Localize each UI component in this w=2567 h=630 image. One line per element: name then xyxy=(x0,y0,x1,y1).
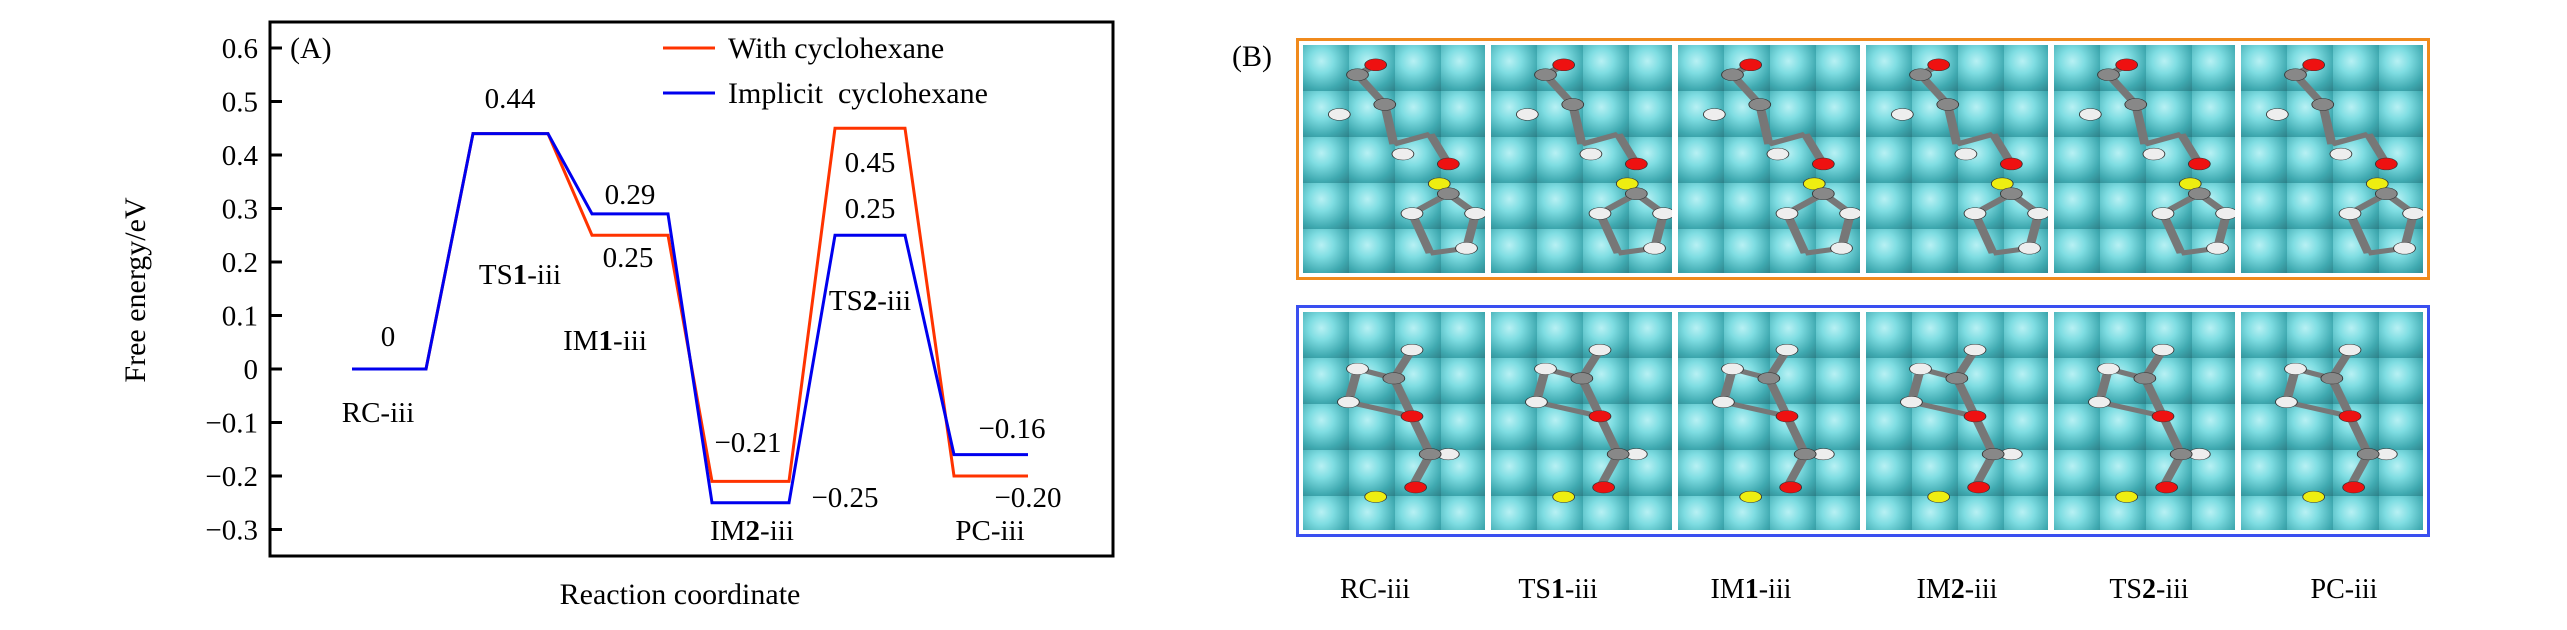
state-label-im2: IM2-iii xyxy=(710,515,794,547)
y-tick-label: 0.4 xyxy=(222,140,259,172)
structure-image-im2 xyxy=(1866,312,2048,530)
y-tick-label: −0.3 xyxy=(205,515,258,547)
energy-profile-chart: 0.6 0.5 0.4 0.3 0.2 0.1 0 −0.1 −0.2 −0.3 (A) Free… xyxy=(119,20,1115,611)
data-label: −0.25 xyxy=(811,482,878,514)
state-label-ts2: TS2-iii xyxy=(829,285,911,317)
structure-image-rc xyxy=(1303,45,1485,273)
structure-image-pc xyxy=(2241,312,2424,530)
y-tick-label: 0.3 xyxy=(222,194,258,226)
y-tick-label: 0.2 xyxy=(222,247,258,279)
structures-row-implicit-cyclohexane xyxy=(1296,305,2430,537)
structure-image-ts1 xyxy=(1490,45,1673,273)
structure-label-ts2: TS2-iii xyxy=(2109,574,2189,605)
panel-label-a: (A) xyxy=(290,32,332,65)
state-label-rc: RC-iii xyxy=(342,397,415,429)
legend-label-implicit: Implicit cyclohexane xyxy=(728,77,988,110)
series-with-cyclohexane xyxy=(352,126,1028,483)
data-label: −0.21 xyxy=(714,427,781,459)
state-labels: RC-iii TS1-iii IM1-iii IM2-iii TS2-iii P… xyxy=(342,259,1025,547)
data-label: 0.45 xyxy=(845,147,896,179)
structure-label-im1: IM1-iii xyxy=(1710,574,1792,605)
state-label-pc: PC-iii xyxy=(955,515,1024,547)
plot-frame xyxy=(268,20,1115,558)
structure-image-im1 xyxy=(1678,312,1861,530)
data-label: 0.25 xyxy=(603,242,654,274)
structure-image-pc xyxy=(2241,45,2424,273)
state-label-im1: IM1-iii xyxy=(563,325,647,357)
series-implicit-cyclohexane xyxy=(352,132,1028,505)
data-label: 0.44 xyxy=(485,83,536,115)
structure-image-ts1 xyxy=(1490,312,1673,530)
data-labels: 0 0.44 0.29 0.25 −0.21 −0.25 0.45 0.25 −… xyxy=(381,83,1062,514)
y-axis-title: Free energy/eV xyxy=(119,197,152,383)
data-label: 0.29 xyxy=(605,179,656,211)
structure-image-im1 xyxy=(1678,45,1861,273)
structure-image-ts2 xyxy=(2053,45,2236,273)
structures-row-with-cyclohexane xyxy=(1296,38,2430,280)
y-tick-label: 0.5 xyxy=(222,87,258,119)
y-tick-label: 0.6 xyxy=(222,33,258,65)
legend: With cyclohexane Implicit cyclohexane xyxy=(663,32,988,110)
y-tick-label: −0.2 xyxy=(205,461,258,493)
state-label-ts1: TS1-iii xyxy=(479,259,561,291)
data-label: −0.16 xyxy=(978,413,1045,445)
data-label: 0.25 xyxy=(845,193,896,225)
x-axis-title: Reaction coordinate xyxy=(560,578,801,611)
structure-label-rc: RC-iii xyxy=(1339,574,1411,605)
data-label: −0.20 xyxy=(994,482,1061,514)
structure-image-im2 xyxy=(1866,45,2048,273)
legend-label-with: With cyclohexane xyxy=(728,32,944,65)
panel-label-b: (B) xyxy=(1232,40,1272,73)
structure-label-im2: IM2-iii xyxy=(1916,574,1998,605)
y-tick-label: −0.1 xyxy=(205,408,258,440)
structure-image-ts2 xyxy=(2053,312,2236,530)
structure-label-pc: PC-iii xyxy=(2310,574,2378,605)
y-tick-label: 0 xyxy=(244,354,259,386)
y-tick-label: 0.1 xyxy=(222,301,258,333)
structure-image-rc xyxy=(1303,312,1485,530)
data-label: 0 xyxy=(381,321,396,353)
structure-label-ts1: TS1-iii xyxy=(1518,574,1598,605)
